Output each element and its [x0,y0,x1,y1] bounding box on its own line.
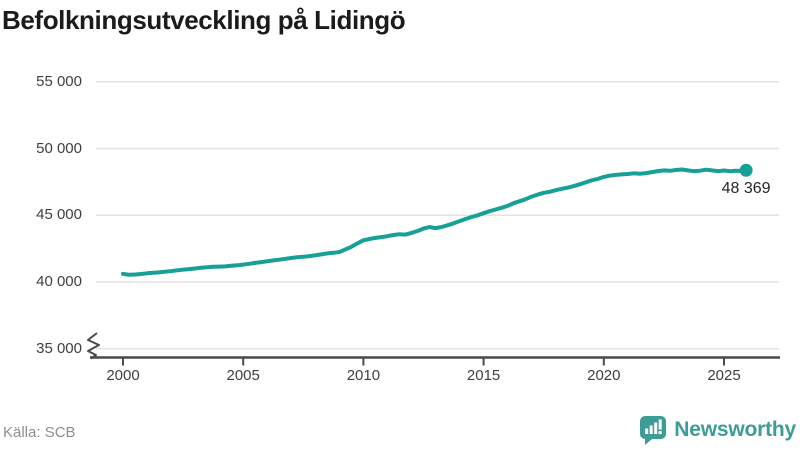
x-tick-label: 2005 [226,367,260,384]
page-title: Befolkningsutveckling på Lidingö [2,5,406,35]
last-value-label: 48 369 [721,180,771,198]
x-tick-label: 2015 [466,367,501,384]
source-note: Källa: SCB [3,424,76,441]
y-tick-label: 40 000 [36,273,82,290]
y-tick-label: 45 000 [36,206,82,224]
x-tick-label: 2010 [346,367,381,384]
y-tick-label: 55 000 [36,72,82,90]
population-line [121,167,749,277]
x-tick-label: 2025 [707,367,741,384]
newsworthy-logo[interactable]: Newsworthy [639,414,796,446]
end-point-marker [739,163,753,177]
axis-break-icon [87,332,100,360]
x-tick-label: 2020 [587,367,621,384]
y-tick-label: 35 000 [36,339,82,357]
newsworthy-wordmark: Newsworthy [674,418,796,441]
y-tick-label: 50 000 [36,139,82,157]
newsworthy-bubble-chart-icon [639,415,667,446]
x-tick-label: 2000 [106,367,140,384]
